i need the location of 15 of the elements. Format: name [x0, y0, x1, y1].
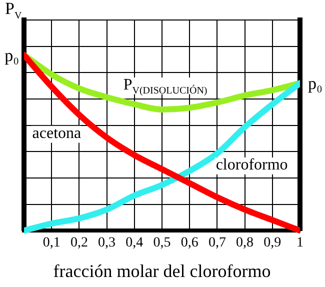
x-tick-label: 0,6 — [180, 236, 198, 251]
x-tick-label: 1 — [296, 236, 304, 251]
annotation: p₀ — [308, 74, 322, 94]
x-axis-title: fracción molar del cloroformo — [53, 260, 271, 281]
x-tick-label: 0,5 — [153, 236, 171, 251]
x-tick-label: 0,8 — [236, 236, 254, 251]
x-tick-label: 0,1 — [42, 236, 60, 251]
x-tick-label: 0,4 — [126, 236, 144, 251]
x-tick-label: 0,3 — [98, 236, 116, 251]
series-label: cloroformo — [216, 156, 288, 174]
x-tick-label: 0,9 — [264, 236, 282, 251]
annotation: p₀ — [4, 46, 20, 66]
x-tick-label: 0,2 — [70, 236, 88, 251]
x-tick-label: 0,7 — [208, 236, 226, 251]
series-label: acetona — [32, 124, 82, 142]
